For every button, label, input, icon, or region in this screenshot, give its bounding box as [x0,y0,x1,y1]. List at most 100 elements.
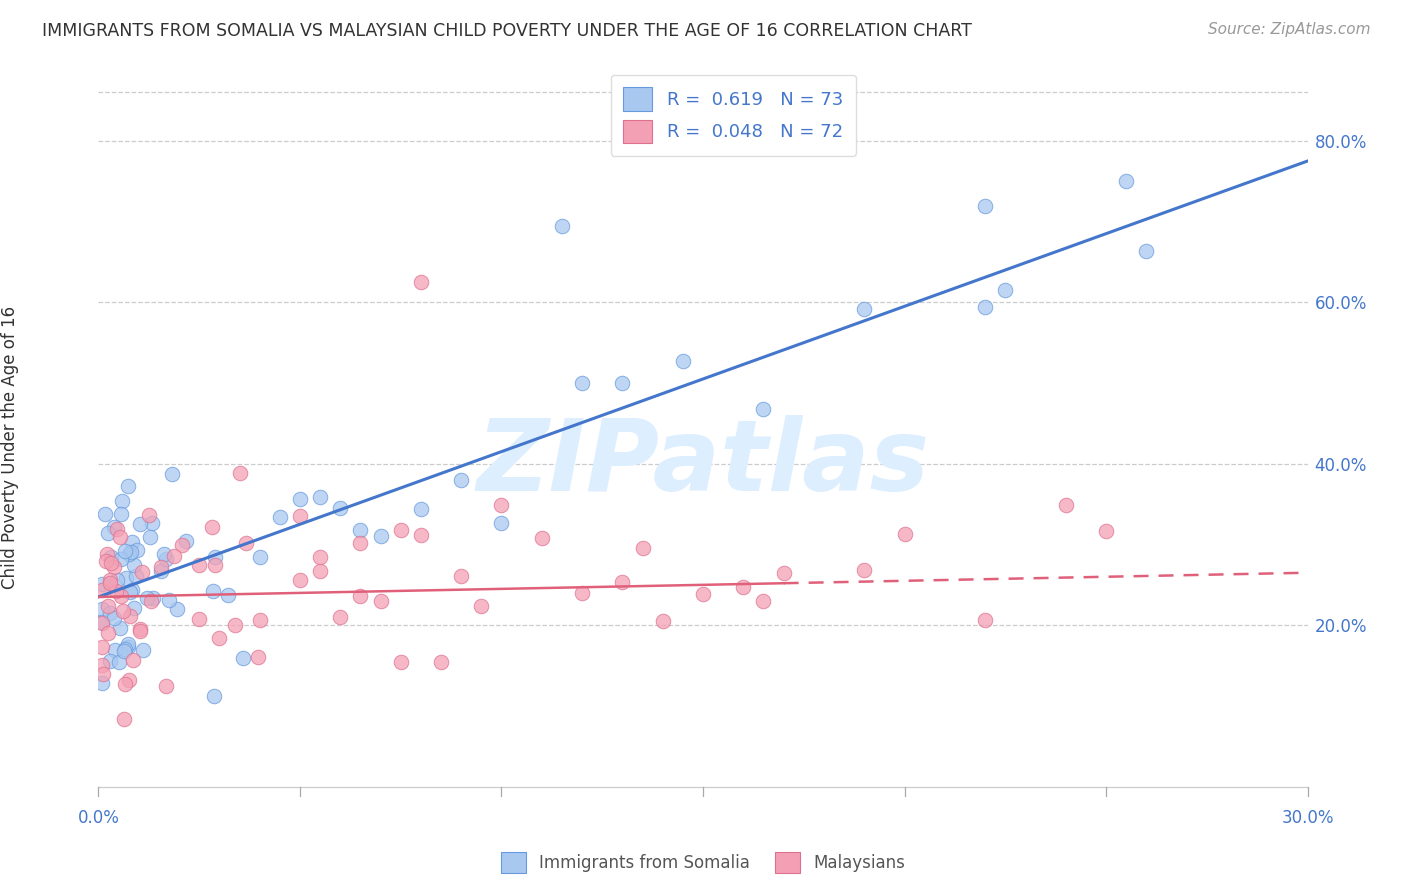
Point [389,523,412,537]
Point [389,655,412,669]
Point [125,569,148,583]
Point [152,547,174,561]
Point [112,712,135,726]
Point [96,547,118,561]
Point [139,529,162,543]
Point [692,587,714,601]
Point [91,615,114,630]
Point [1054,498,1077,512]
Point [409,528,432,542]
Point [98,606,121,620]
Point [104,643,127,657]
Point [121,583,143,598]
Point [201,520,224,534]
Point [110,621,132,635]
Point [91,676,114,690]
Point [974,613,997,627]
Point [612,376,634,390]
Point [229,466,252,480]
Point [631,541,654,555]
Point [118,547,141,561]
Point [125,543,148,558]
Point [893,527,915,541]
Point [1115,174,1137,188]
Point [114,642,136,657]
Point [163,549,186,563]
Point [150,559,173,574]
Point [249,613,271,627]
Point [103,611,125,625]
Point [118,584,141,599]
Point [994,283,1017,297]
Point [170,538,193,552]
Point [1135,244,1157,259]
Point [100,556,122,570]
Point [149,564,172,578]
Point [91,666,114,681]
Point [91,582,114,597]
Point [105,584,128,599]
Point [246,650,269,665]
Point [142,591,165,605]
Point [974,199,997,213]
Point [204,558,226,573]
Point [103,560,125,574]
Point [571,376,593,390]
Point [115,571,138,585]
Point [110,507,132,521]
Point [188,612,211,626]
Point [349,589,371,603]
Point [752,401,775,416]
Point [208,631,231,645]
Point [98,654,121,668]
Point [91,577,114,591]
Point [224,618,246,632]
Point [97,525,120,540]
Point [103,520,125,534]
Legend: Immigrants from Somalia, Malaysians: Immigrants from Somalia, Malaysians [494,846,912,880]
Point [329,609,352,624]
Point [370,529,392,543]
Point [166,601,188,615]
Point [160,467,183,481]
Point [733,581,755,595]
Point [232,651,254,665]
Point [450,473,472,487]
Point [269,510,291,524]
Point [98,574,121,588]
Point [117,640,139,654]
Point [409,501,432,516]
Point [974,300,997,314]
Point [129,624,152,639]
Text: 30.0%: 30.0% [1281,809,1334,827]
Point [110,590,132,604]
Point [235,535,257,549]
Point [141,593,163,607]
Point [571,585,593,599]
Point [1095,524,1118,538]
Point [122,652,145,666]
Point [138,508,160,522]
Point [118,673,141,688]
Point [491,516,513,531]
Point [370,594,392,608]
Point [155,552,177,566]
Point [114,544,136,558]
Point [491,498,513,512]
Point [349,536,371,550]
Point [108,530,131,544]
Point [129,622,152,636]
Point [91,602,114,616]
Point [97,625,120,640]
Point [128,516,150,531]
Point [132,643,155,657]
Point [120,545,142,559]
Point [217,588,239,602]
Point [470,599,492,614]
Point [853,302,876,317]
Point [672,353,695,368]
Point [108,655,131,669]
Point [288,574,311,588]
Point [288,491,311,506]
Point [110,552,132,566]
